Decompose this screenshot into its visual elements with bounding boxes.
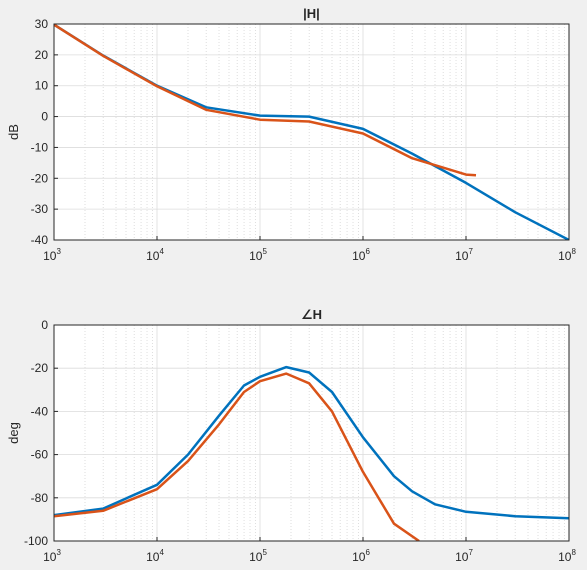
x-tick-base: 10 [455, 550, 469, 564]
x-tick-base: 10 [352, 249, 366, 263]
x-tick-exponent: 7 [468, 548, 473, 557]
magnitude-lines [54, 24, 569, 240]
y-tick-label: 20 [35, 48, 49, 62]
x-tick-base: 10 [249, 249, 263, 263]
x-tick-exponent: 3 [56, 548, 61, 557]
y-tick-label: 10 [35, 79, 49, 93]
y-tick-label: 30 [35, 17, 49, 31]
phase-lines [54, 365, 569, 541]
x-tick-exponent: 4 [159, 247, 164, 256]
magnitude-plot-area [54, 24, 569, 240]
y-tick-label: -30 [31, 202, 49, 216]
x-tick-exponent: 6 [365, 247, 370, 256]
x-tick-exponent: 7 [468, 247, 473, 256]
x-tick-label: 108 [558, 548, 576, 564]
magnitude-ylabel: dB [6, 124, 21, 140]
x-tick-base: 10 [43, 550, 57, 564]
x-tick-exponent: 4 [159, 548, 164, 557]
x-tick-label: 103 [43, 548, 61, 564]
x-tick-label: 107 [455, 548, 473, 564]
x-tick-label: 105 [249, 247, 267, 263]
y-tick-label: 0 [41, 110, 48, 124]
x-tick-base: 10 [455, 249, 469, 263]
series-line-1 [54, 24, 477, 177]
x-tick-exponent: 5 [262, 247, 267, 256]
x-tick-label: 108 [558, 247, 576, 263]
series-line-0 [54, 365, 569, 520]
x-tick-exponent: 5 [262, 548, 267, 557]
x-tick-exponent: 3 [56, 247, 61, 256]
phase-plot-area [54, 325, 569, 541]
series-line-1 [54, 372, 420, 541]
x-tick-label: 104 [146, 548, 164, 564]
x-tick-exponent: 8 [571, 548, 576, 557]
x-tick-label: 104 [146, 247, 164, 263]
phase-axes-box [53, 324, 570, 542]
phase-ylabel: deg [6, 422, 21, 444]
x-tick-exponent: 6 [365, 548, 370, 557]
y-tick-label: -40 [31, 404, 49, 418]
magnitude-axes-box [53, 23, 570, 241]
x-tick-base: 10 [43, 249, 57, 263]
y-tick-label: -100 [24, 534, 48, 548]
y-tick-label: -60 [31, 448, 49, 462]
x-tick-base: 10 [558, 249, 572, 263]
phase-title: ∠H [301, 307, 322, 322]
y-tick-label: -20 [31, 171, 49, 185]
y-tick-label: -10 [31, 140, 49, 154]
y-tick-label: -20 [31, 361, 49, 375]
x-tick-label: 106 [352, 548, 370, 564]
x-tick-base: 10 [352, 550, 366, 564]
x-tick-base: 10 [146, 550, 160, 564]
y-tick-label: 0 [41, 318, 48, 332]
angle-symbol: ∠ [301, 307, 313, 322]
x-tick-label: 105 [249, 548, 267, 564]
x-tick-label: 106 [352, 247, 370, 263]
y-tick-label: -80 [31, 491, 49, 505]
x-tick-label: 107 [455, 247, 473, 263]
magnitude-title: |H| [303, 6, 320, 21]
y-tick-label: -40 [31, 233, 49, 247]
x-tick-label: 103 [43, 247, 61, 263]
x-tick-base: 10 [558, 550, 572, 564]
x-tick-base: 10 [146, 249, 160, 263]
phase-title-text: H [313, 307, 322, 322]
x-tick-base: 10 [249, 550, 263, 564]
x-tick-exponent: 8 [571, 247, 576, 256]
